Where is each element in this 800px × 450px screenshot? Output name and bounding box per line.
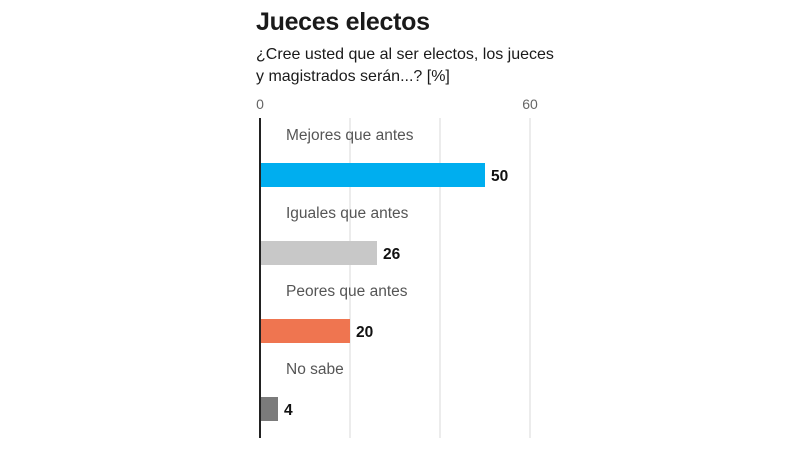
value-label: 50	[491, 168, 508, 185]
value-label: 26	[383, 246, 401, 263]
bar	[260, 319, 350, 343]
x-tick-label-0: 0	[256, 96, 264, 112]
bar	[260, 241, 377, 265]
bar	[260, 163, 485, 187]
category-label: Peores que antes	[286, 283, 408, 300]
category-label: Mejores que antes	[286, 127, 414, 144]
category-label: No sabe	[286, 361, 344, 378]
value-label: 4	[284, 402, 293, 419]
bar	[260, 397, 278, 421]
x-tick-label-60: 60	[522, 96, 538, 112]
chart-subtitle: ¿Cree usted que al ser electos, los juec…	[256, 46, 554, 85]
value-label: 20	[356, 324, 373, 341]
category-label: Iguales que antes	[286, 205, 409, 222]
chart-title: Jueces electos	[256, 8, 430, 36]
